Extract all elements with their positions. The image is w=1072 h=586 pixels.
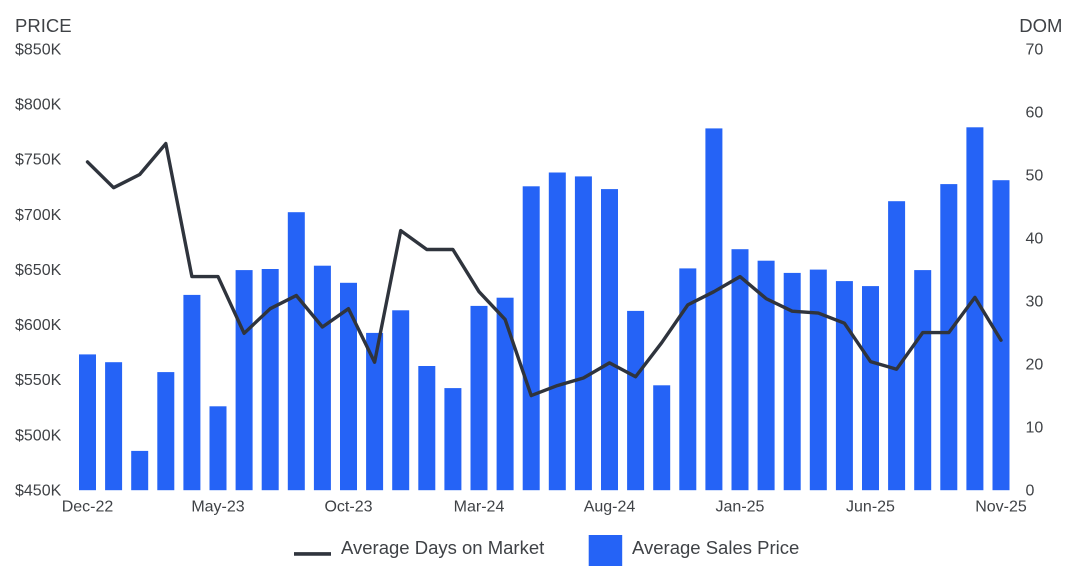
- svg-text:$450K: $450K: [15, 482, 62, 499]
- svg-text:$550K: $550K: [15, 372, 62, 389]
- svg-text:0: 0: [1026, 482, 1035, 499]
- svg-text:Average Sales Price: Average Sales Price: [632, 537, 799, 558]
- svg-text:Mar-24: Mar-24: [454, 499, 505, 516]
- svg-text:$650K: $650K: [15, 262, 62, 279]
- svg-text:40: 40: [1026, 230, 1044, 247]
- svg-text:$700K: $700K: [15, 207, 62, 224]
- svg-text:60: 60: [1026, 104, 1044, 121]
- svg-text:$850K: $850K: [15, 41, 62, 58]
- svg-text:50: 50: [1026, 167, 1044, 184]
- svg-text:20: 20: [1026, 356, 1044, 373]
- svg-text:$600K: $600K: [15, 317, 62, 334]
- svg-text:Nov-25: Nov-25: [975, 499, 1027, 516]
- svg-text:Dec-22: Dec-22: [62, 499, 114, 516]
- svg-text:Oct-23: Oct-23: [324, 499, 372, 516]
- svg-text:Jun-25: Jun-25: [846, 499, 895, 516]
- svg-text:10: 10: [1026, 419, 1044, 436]
- svg-text:DOM: DOM: [1019, 15, 1062, 36]
- svg-text:May-23: May-23: [191, 499, 244, 516]
- svg-text:Average Days on Market: Average Days on Market: [341, 537, 544, 558]
- svg-text:Jan-25: Jan-25: [716, 499, 765, 516]
- svg-text:PRICE: PRICE: [15, 15, 72, 36]
- svg-text:$500K: $500K: [15, 427, 62, 444]
- svg-text:30: 30: [1026, 293, 1044, 310]
- svg-text:$800K: $800K: [15, 97, 62, 114]
- svg-text:Aug-24: Aug-24: [584, 499, 636, 516]
- svg-text:$750K: $750K: [15, 152, 62, 169]
- svg-text:70: 70: [1026, 41, 1044, 58]
